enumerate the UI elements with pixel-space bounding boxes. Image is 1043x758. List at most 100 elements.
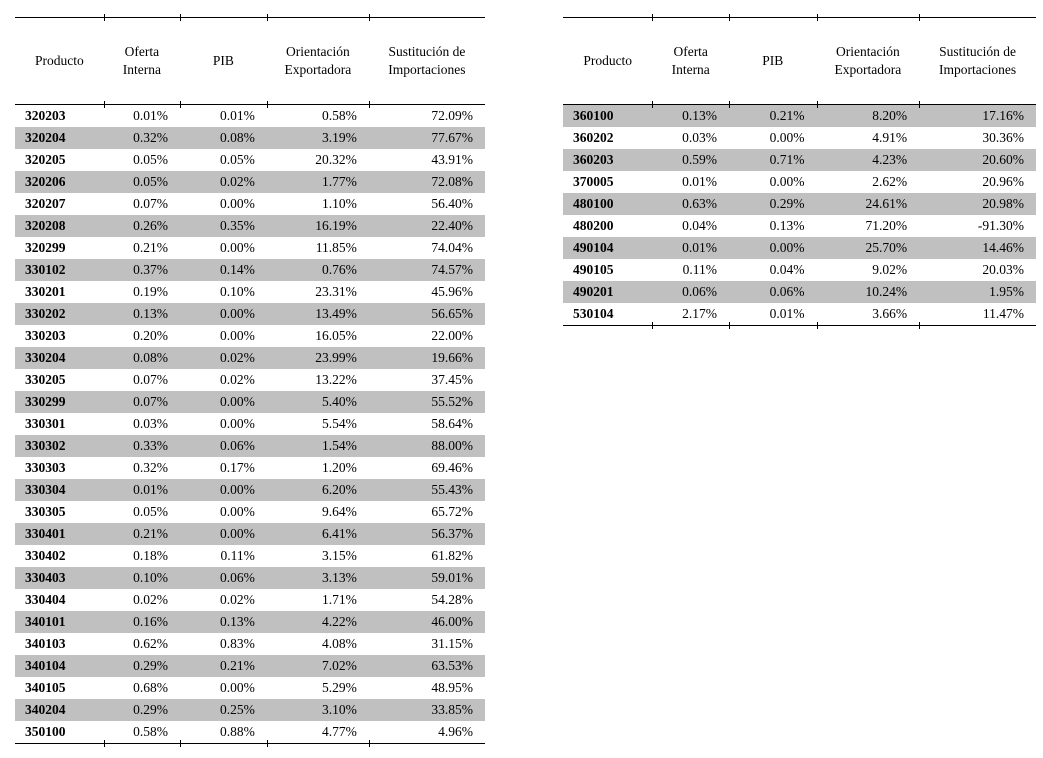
- column-boundary-tick: [266, 101, 268, 108]
- value-cell: 0.00%: [769, 240, 805, 255]
- column-boundary-tick: [816, 101, 818, 108]
- value-cell: 7.02%: [322, 658, 357, 673]
- value-cell: 17.16%: [982, 108, 1024, 123]
- column-boundary-tick: [729, 322, 731, 329]
- column-header: Orientación Exportadora: [284, 44, 352, 77]
- value-cell: 13.49%: [315, 306, 357, 321]
- value-cell: 56.40%: [431, 196, 473, 211]
- column-boundary-tick: [652, 101, 654, 108]
- value-cell: 1.10%: [322, 196, 357, 211]
- value-cell: 20.98%: [982, 196, 1024, 211]
- column-boundary-tick: [179, 101, 181, 108]
- table-row: 340204 0.29% 0.25% 3.10% 33.85%: [15, 699, 485, 721]
- column-boundary-tick: [266, 14, 268, 21]
- product-code-cell: 320204: [25, 130, 66, 145]
- value-cell: 0.19%: [133, 284, 168, 299]
- value-cell: 0.18%: [133, 548, 168, 563]
- value-cell: 22.40%: [431, 218, 473, 233]
- value-cell: 0.29%: [769, 196, 805, 211]
- column-header: Producto: [35, 53, 84, 69]
- product-code-cell: 330102: [25, 262, 66, 277]
- value-cell: 0.00%: [769, 174, 805, 189]
- value-cell: 0.21%: [133, 240, 168, 255]
- value-cell: 14.46%: [982, 240, 1024, 255]
- value-cell: 3.15%: [322, 548, 357, 563]
- value-cell: 0.88%: [220, 724, 255, 739]
- value-cell: 4.91%: [872, 130, 908, 145]
- value-cell: 0.08%: [220, 130, 255, 145]
- column-boundary-tick: [266, 740, 268, 747]
- value-cell: 0.08%: [133, 350, 168, 365]
- value-cell: 0.26%: [133, 218, 168, 233]
- value-cell: 11.85%: [315, 240, 357, 255]
- table-row: 320207 0.07% 0.00% 1.10% 56.40%: [15, 193, 485, 215]
- value-cell: 1.77%: [322, 174, 357, 189]
- value-cell: 16.19%: [315, 218, 357, 233]
- table-row: 320203 0.01% 0.01% 0.58% 72.09%: [15, 105, 485, 127]
- table-row: 330302 0.33% 0.06% 1.54% 88.00%: [15, 435, 485, 457]
- column-boundary-tick: [368, 740, 370, 747]
- table-row: 360203 0.59% 0.71% 4.23% 20.60%: [563, 149, 1036, 171]
- products-table-right: Producto Oferta Interna PIB Orientación Exp…: [563, 14, 1036, 329]
- value-cell: 0.07%: [133, 196, 168, 211]
- table-row: 330303 0.32% 0.17% 1.20% 69.46%: [15, 457, 485, 479]
- value-cell: 6.20%: [322, 482, 357, 497]
- value-cell: 3.10%: [322, 702, 357, 717]
- value-cell: 0.13%: [133, 306, 168, 321]
- value-cell: 8.20%: [872, 108, 908, 123]
- table-row: 330299 0.07% 0.00% 5.40% 55.52%: [15, 391, 485, 413]
- product-code-cell: 320207: [25, 196, 66, 211]
- table-row: 360202 0.03% 0.00% 4.91% 30.36%: [563, 127, 1036, 149]
- table-row: 330404 0.02% 0.02% 1.71% 54.28%: [15, 589, 485, 611]
- value-cell: 10.24%: [865, 284, 908, 299]
- table-row: 330301 0.03% 0.00% 5.54% 58.64%: [15, 413, 485, 435]
- table-row: 320206 0.05% 0.02% 1.77% 72.08%: [15, 171, 485, 193]
- column-boundary-tick: [179, 14, 181, 21]
- value-cell: 0.76%: [322, 262, 357, 277]
- column-boundary-tick: [368, 101, 370, 108]
- value-cell: 63.53%: [431, 658, 473, 673]
- value-cell: 2.17%: [682, 306, 718, 321]
- value-cell: 0.07%: [133, 394, 168, 409]
- product-code-cell: 330203: [25, 328, 66, 343]
- value-cell: 0.02%: [220, 592, 255, 607]
- value-cell: 0.00%: [220, 328, 255, 343]
- value-cell: 0.06%: [220, 570, 255, 585]
- value-cell: 0.01%: [769, 306, 805, 321]
- product-code-cell: 480200: [573, 218, 614, 233]
- value-cell: 0.00%: [220, 240, 255, 255]
- value-cell: 0.04%: [769, 262, 805, 277]
- value-cell: 25.70%: [865, 240, 908, 255]
- table-row: 330202 0.13% 0.00% 13.49% 56.65%: [15, 303, 485, 325]
- table-row: 330305 0.05% 0.00% 9.64% 65.72%: [15, 501, 485, 523]
- table-row: 330203 0.20% 0.00% 16.05% 22.00%: [15, 325, 485, 347]
- value-cell: 72.09%: [431, 108, 473, 123]
- table-row: 330102 0.37% 0.14% 0.76% 74.57%: [15, 259, 485, 281]
- column-header: Oferta Interna: [122, 44, 161, 77]
- value-cell: 0.01%: [133, 108, 168, 123]
- product-code-cell: 530104: [573, 306, 614, 321]
- table-row: 340101 0.16% 0.13% 4.22% 46.00%: [15, 611, 485, 633]
- value-cell: 0.11%: [220, 548, 255, 563]
- value-cell: 0.07%: [133, 372, 168, 387]
- table-row: 330204 0.08% 0.02% 23.99% 19.66%: [15, 347, 485, 369]
- value-cell: 0.01%: [133, 482, 168, 497]
- value-cell: 0.02%: [220, 174, 255, 189]
- value-cell: 0.00%: [220, 394, 255, 409]
- value-cell: 4.77%: [322, 724, 357, 739]
- value-cell: 0.02%: [133, 592, 168, 607]
- table-row: 490105 0.11% 0.04% 9.02% 20.03%: [563, 259, 1036, 281]
- product-code-cell: 330404: [25, 592, 66, 607]
- value-cell: 1.20%: [322, 460, 357, 475]
- value-cell: 0.10%: [133, 570, 168, 585]
- column-boundary-tick: [652, 322, 654, 329]
- value-cell: 88.00%: [431, 438, 473, 453]
- product-code-cell: 320205: [25, 152, 66, 167]
- product-code-cell: 490104: [573, 240, 614, 255]
- table-row: 340104 0.29% 0.21% 7.02% 63.53%: [15, 655, 485, 677]
- table-row: 320204 0.32% 0.08% 3.19% 77.67%: [15, 127, 485, 149]
- value-cell: 0.32%: [133, 460, 168, 475]
- value-cell: 0.83%: [220, 636, 255, 651]
- value-cell: 5.29%: [322, 680, 357, 695]
- product-code-cell: 490105: [573, 262, 614, 277]
